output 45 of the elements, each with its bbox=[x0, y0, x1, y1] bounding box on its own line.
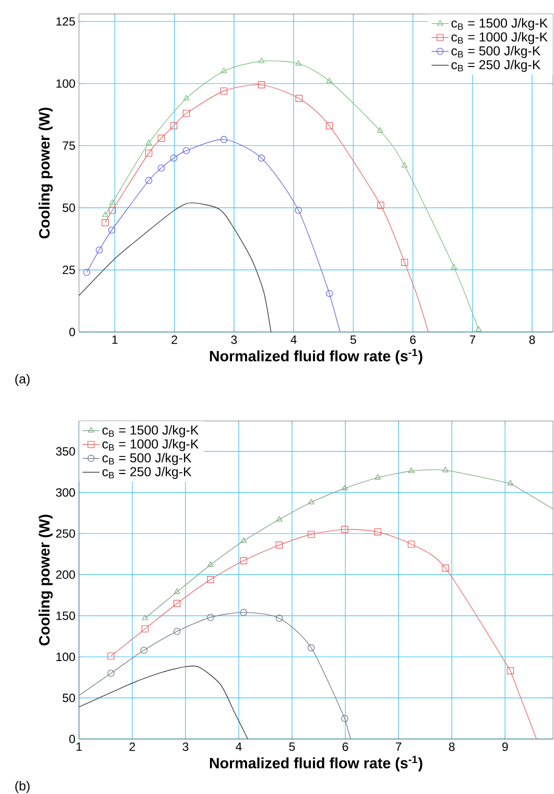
y-axis-title: Cooling power (W) bbox=[38, 514, 53, 646]
x-tick-label: 6 bbox=[342, 742, 348, 751]
x-tick-label: 1 bbox=[76, 742, 82, 751]
y-tick-label: 100 bbox=[56, 79, 76, 88]
x-axis-title: Normalized fluid flow rate (s$^{-1}$) bbox=[210, 756, 422, 772]
x-tick-label: 7 bbox=[396, 742, 402, 751]
x-axis-title: Normalized fluid flow rate (s$^{-1}$) bbox=[210, 348, 422, 364]
y-tick-label: 200 bbox=[56, 570, 76, 579]
x-tick-label: 3 bbox=[231, 336, 237, 344]
y-tick-label: 0 bbox=[69, 734, 76, 744]
legend-label: c$_{B}$ = 1000 J/kg-K bbox=[451, 32, 548, 44]
legend-label: c$_{B}$ = 500 J/kg-K bbox=[451, 46, 540, 58]
text: (a) bbox=[15, 374, 30, 386]
legend-label: c$_{B}$ = 250 J/kg-K bbox=[451, 60, 540, 72]
y-tick-label: 150 bbox=[56, 612, 76, 620]
y-tick-label: 25 bbox=[62, 266, 75, 274]
x-tick-label: 4 bbox=[236, 742, 242, 751]
y-tick-label: 50 bbox=[62, 204, 76, 212]
legend-label: c$_{B}$ = 1500 J/kg-K bbox=[102, 425, 199, 438]
y-tick-label: 100 bbox=[56, 652, 76, 662]
x-tick-label: 5 bbox=[350, 336, 356, 344]
legend-label: c$_{B}$ = 1500 J/kg-K bbox=[451, 18, 548, 30]
y-tick-label: 50 bbox=[62, 694, 76, 702]
x-tick-label: 4 bbox=[290, 336, 297, 344]
x-tick-label: 3 bbox=[182, 742, 188, 751]
x-tick-label: 7 bbox=[470, 336, 476, 344]
y-tick-label: 125 bbox=[56, 17, 75, 26]
x-tick-label: 8 bbox=[529, 336, 535, 344]
x-tick-label: 5 bbox=[289, 742, 295, 751]
text: (b) bbox=[15, 780, 30, 794]
x-tick-label: 8 bbox=[449, 742, 455, 751]
x-tick-label: 1 bbox=[112, 336, 118, 344]
y-tick-label: 250 bbox=[56, 529, 76, 538]
y-tick-label: 300 bbox=[56, 488, 76, 497]
legend-label: c$_{B}$ = 250 J/kg-K bbox=[102, 466, 192, 479]
x-tick-label: 9 bbox=[502, 742, 508, 751]
x-tick-label: 2 bbox=[130, 742, 135, 751]
y-tick-label: 75 bbox=[62, 142, 75, 150]
y-tick-label: 0 bbox=[69, 328, 76, 336]
legend-label: c$_{B}$ = 500 J/kg-K bbox=[102, 452, 192, 465]
legend-label: c$_{B}$ = 1000 J/kg-K bbox=[102, 439, 199, 452]
y-tick-label: 350 bbox=[56, 447, 76, 456]
x-tick-label: 2 bbox=[172, 336, 178, 344]
y-axis-title: Cooling power (W) bbox=[38, 108, 53, 238]
x-tick-label: 6 bbox=[410, 336, 416, 344]
